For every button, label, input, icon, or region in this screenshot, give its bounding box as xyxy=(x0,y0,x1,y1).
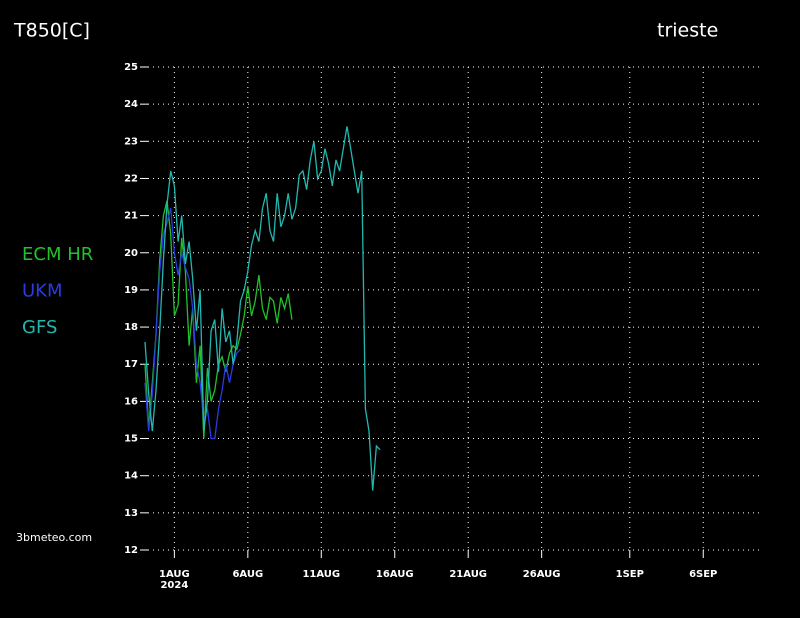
legend-entry: ECM HR xyxy=(22,244,93,265)
y-tick-label: 21 xyxy=(124,211,138,222)
y-tick-label: 22 xyxy=(124,173,138,184)
y-tick-label: 12 xyxy=(124,545,138,556)
y-tick-label: 17 xyxy=(124,359,138,370)
y-tick-label: 13 xyxy=(124,508,138,519)
source-label: 3bmeteo.com xyxy=(16,531,92,544)
y-tick-label: 19 xyxy=(124,285,138,296)
y-tick-label: 24 xyxy=(124,99,138,110)
y-tick-label: 23 xyxy=(124,136,138,147)
y-tick-label: 14 xyxy=(124,471,138,482)
x-sublabel: 2024 xyxy=(160,580,188,591)
x-tick-label: 6SEP xyxy=(689,569,717,580)
x-tick-label: 6AUG xyxy=(232,569,263,580)
y-tick-label: 15 xyxy=(124,434,138,445)
x-tick-label: 16AUG xyxy=(376,569,414,580)
legend-entry: UKM xyxy=(22,281,63,302)
y-tick-label: 16 xyxy=(124,396,138,407)
series-line xyxy=(144,126,381,491)
x-tick-label: 21AUG xyxy=(449,569,487,580)
location-label: trieste xyxy=(657,20,718,42)
legend-entry: GFS xyxy=(22,317,57,338)
x-tick-label: 26AUG xyxy=(523,569,561,580)
y-tick-label: 18 xyxy=(124,322,138,333)
x-tick-label: 11AUG xyxy=(302,569,340,580)
y-tick-label: 25 xyxy=(124,62,138,73)
series-line xyxy=(144,200,293,439)
x-tick-label: 1SEP xyxy=(616,569,644,580)
series-line xyxy=(144,208,241,440)
y-tick-label: 20 xyxy=(124,248,138,259)
chart-title: T850[C] xyxy=(13,20,90,42)
x-tick-label: 1AUG xyxy=(159,569,190,580)
